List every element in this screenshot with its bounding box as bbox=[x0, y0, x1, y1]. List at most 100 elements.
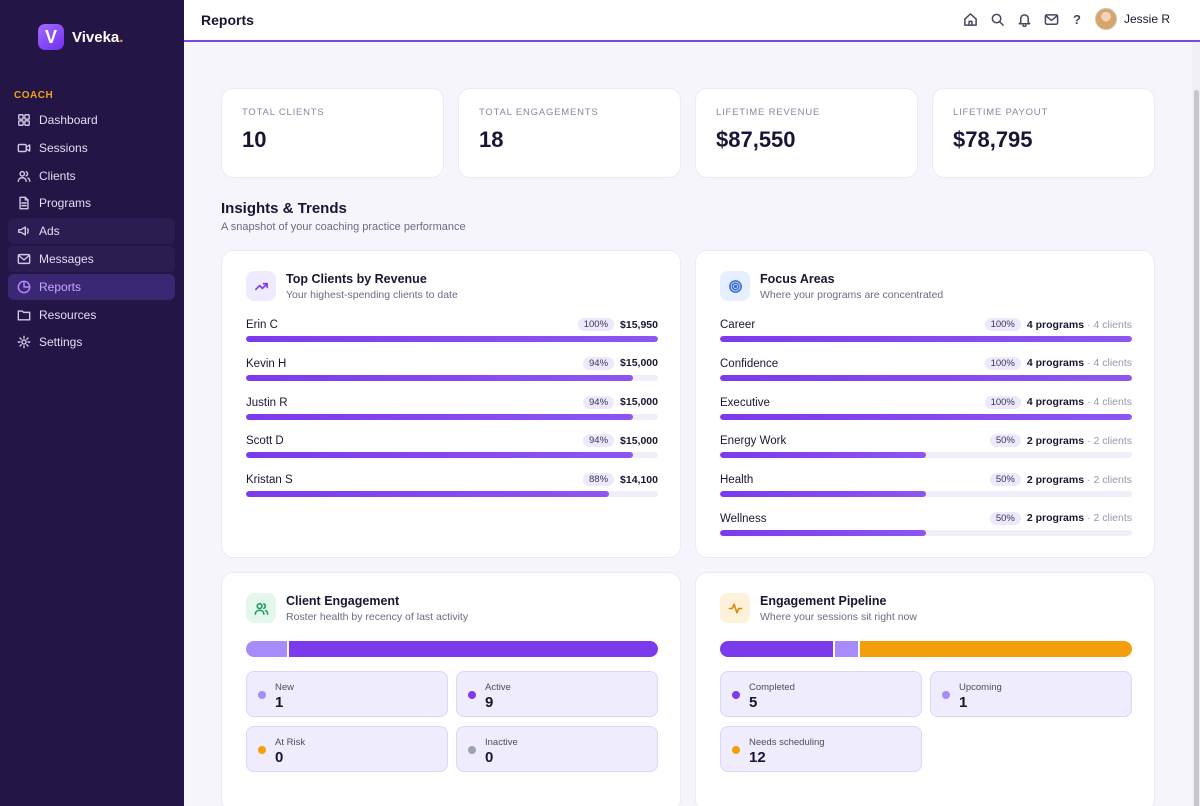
list-item: Kristan S 88% $14,100 bbox=[246, 472, 658, 511]
card-title: Engagement Pipeline bbox=[760, 594, 887, 608]
client-name: Erin C bbox=[246, 319, 278, 331]
client-count: · 2 clients bbox=[1087, 512, 1132, 525]
brand-dot: . bbox=[119, 28, 124, 46]
sidebar-item-reports[interactable]: Reports bbox=[8, 273, 175, 300]
status-dot bbox=[258, 691, 266, 699]
list-item: Scott D 94% $15,000 bbox=[246, 433, 658, 472]
progress-track bbox=[720, 374, 1132, 381]
status-tile-active[interactable]: Active 9 bbox=[456, 671, 658, 717]
tile-label: Needs scheduling bbox=[749, 737, 825, 748]
focus-name: Wellness bbox=[720, 512, 767, 525]
status-tile-inactive[interactable]: Inactive 0 bbox=[456, 726, 658, 772]
segment-upcoming bbox=[835, 641, 858, 657]
tile-value: 12 bbox=[749, 749, 766, 766]
search-icon[interactable] bbox=[990, 12, 1005, 27]
logo-mark: V bbox=[38, 24, 64, 50]
page-scrollbar[interactable] bbox=[1192, 42, 1200, 806]
client-count: · 2 clients bbox=[1087, 473, 1132, 486]
status-tile-completed[interactable]: Completed 5 bbox=[720, 671, 922, 717]
stat-label: LIFETIME REVENUE bbox=[716, 107, 821, 118]
sidebar-item-sessions[interactable]: Sessions bbox=[8, 135, 175, 161]
help-icon[interactable]: ? bbox=[1073, 11, 1081, 27]
mail-icon bbox=[17, 253, 31, 265]
gear-icon bbox=[17, 335, 31, 349]
brand-name-text: Viveka bbox=[72, 28, 120, 46]
tile-value: 9 bbox=[485, 694, 494, 711]
brand-logo[interactable]: V Viveka. bbox=[38, 24, 123, 50]
status-dot bbox=[258, 746, 266, 754]
sidebar-item-label: Clients bbox=[39, 168, 76, 183]
sidebar-item-settings[interactable]: Settings bbox=[8, 329, 175, 355]
list-item: Kevin H 94% $15,000 bbox=[246, 356, 658, 395]
percent-badge: 50% bbox=[989, 473, 1021, 487]
sidebar-item-dashboard[interactable]: Dashboard bbox=[8, 107, 175, 133]
stat-card-lifetime-payout: LIFETIME PAYOUT $78,795 bbox=[932, 88, 1155, 178]
program-count: 4 programs bbox=[1026, 357, 1085, 370]
status-tile-upcoming[interactable]: Upcoming 1 bbox=[930, 671, 1132, 717]
progress-fill bbox=[246, 374, 634, 381]
row-meta: 100% 4 programs · 4 clients bbox=[984, 395, 1132, 409]
status-dot bbox=[468, 746, 476, 754]
user-name[interactable]: Jessie R bbox=[1123, 12, 1170, 26]
focus-name: Career bbox=[720, 319, 756, 331]
activity-icon bbox=[720, 593, 750, 623]
video-icon bbox=[17, 143, 31, 152]
home-icon[interactable] bbox=[963, 12, 978, 27]
sidebar-item-resources[interactable]: Resources bbox=[8, 302, 175, 328]
section-subtitle: A snapshot of your coaching practice per… bbox=[221, 221, 466, 233]
percent-badge: 100% bbox=[577, 318, 615, 331]
status-dot bbox=[732, 691, 740, 699]
mail-icon[interactable] bbox=[1044, 12, 1059, 27]
sidebar-item-ads[interactable]: Ads bbox=[8, 218, 175, 245]
tile-label: Inactive bbox=[485, 737, 518, 748]
progress-fill bbox=[246, 336, 658, 342]
progress-fill bbox=[246, 452, 634, 459]
row-meta: 100% 4 programs · 4 clients bbox=[984, 318, 1132, 331]
card-subtitle: Where your programs are concentrated bbox=[760, 289, 944, 301]
revenue-amount: $14,100 bbox=[620, 473, 658, 486]
card-subtitle: Roster health by recency of last activit… bbox=[286, 611, 469, 623]
stat-label: LIFETIME PAYOUT bbox=[953, 107, 1049, 118]
sidebar-item-messages[interactable]: Messages bbox=[8, 245, 175, 272]
tile-label: Completed bbox=[749, 682, 795, 693]
stat-value: $78,795 bbox=[953, 127, 1033, 152]
sidebar-item-label: Reports bbox=[39, 279, 82, 294]
row-meta: 50% 2 programs · 2 clients bbox=[989, 511, 1132, 525]
focus-name: Executive bbox=[720, 396, 770, 409]
sidebar-item-label: Programs bbox=[39, 196, 92, 211]
progress-track bbox=[720, 413, 1132, 420]
tile-label: At Risk bbox=[275, 737, 306, 748]
bell-icon[interactable] bbox=[1017, 12, 1032, 27]
list-item: Justin R 94% $15,000 bbox=[246, 395, 658, 434]
stat-value: $87,550 bbox=[716, 127, 796, 152]
status-tile-needs-scheduling[interactable]: Needs scheduling 12 bbox=[720, 726, 922, 772]
list-item: Health 50% 2 programs · 2 clients bbox=[720, 472, 1132, 511]
client-count: · 4 clients bbox=[1087, 357, 1132, 370]
status-tile-at-risk[interactable]: At Risk 0 bbox=[246, 726, 448, 772]
avatar[interactable] bbox=[1094, 8, 1117, 30]
list-item: Confidence 100% 4 programs · 4 clients bbox=[720, 356, 1132, 395]
focus-name: Energy Work bbox=[720, 435, 787, 448]
status-tile-new[interactable]: New 1 bbox=[246, 671, 448, 717]
segment-active bbox=[289, 641, 658, 657]
pipeline-stacked-bar bbox=[720, 641, 1132, 657]
segment-completed bbox=[720, 641, 834, 657]
card-subtitle: Where your sessions sit right now bbox=[760, 611, 917, 623]
sidebar-item-clients[interactable]: Clients bbox=[8, 163, 175, 189]
scrollbar-thumb[interactable] bbox=[1194, 90, 1199, 806]
engagement-pipeline-card: Engagement Pipeline Where your sessions … bbox=[695, 572, 1155, 806]
engagement-stacked-bar bbox=[246, 641, 658, 657]
sidebar-item-programs[interactable]: Programs bbox=[8, 190, 175, 216]
top-bar: Reports ? Jessie R bbox=[184, 0, 1200, 42]
row-meta: 50% 2 programs · 2 clients bbox=[989, 434, 1132, 448]
row-meta: 94% $15,000 bbox=[583, 395, 658, 409]
segment-new bbox=[246, 641, 287, 657]
brand-name: Viveka. bbox=[72, 29, 123, 46]
revenue-amount: $15,000 bbox=[620, 396, 658, 409]
program-count: 2 programs bbox=[1026, 434, 1085, 447]
card-subtitle: Your highest-spending clients to date bbox=[286, 289, 458, 301]
sidebar-item-label: Messages bbox=[39, 251, 94, 266]
page-title: Reports bbox=[201, 12, 254, 28]
status-dot bbox=[942, 691, 950, 699]
row-meta: 88% $14,100 bbox=[583, 473, 658, 487]
